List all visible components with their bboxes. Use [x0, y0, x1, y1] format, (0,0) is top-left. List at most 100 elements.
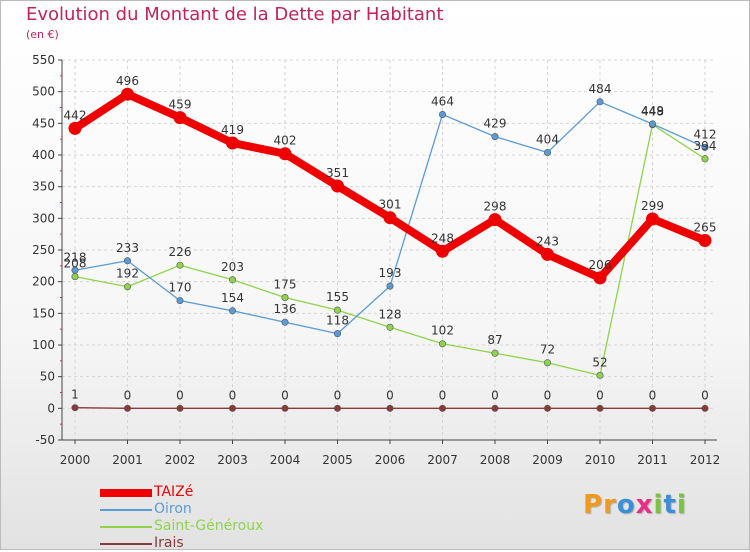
x-tick-label: 2012	[690, 453, 721, 467]
legend-item: Irais	[100, 535, 263, 552]
data-point	[121, 87, 134, 101]
data-point	[596, 371, 604, 379]
data-label: 442	[64, 108, 87, 122]
data-point	[383, 211, 397, 225]
chart-title: Evolution du Montant de la Dette par Hab…	[26, 4, 444, 25]
data-point	[333, 404, 341, 412]
y-tick-label: 100	[32, 338, 55, 352]
x-tick-label: 2010	[585, 453, 616, 467]
grid	[62, 59, 713, 441]
logo-letter: i	[676, 490, 687, 520]
data-label: 298	[484, 200, 507, 214]
legend-swatch	[100, 525, 152, 528]
data-point	[333, 330, 341, 338]
data-label: 429	[484, 117, 507, 131]
y-tick-label: 550	[32, 53, 55, 67]
data-label: 154	[221, 291, 244, 305]
data-point	[71, 273, 79, 281]
data-point	[333, 306, 341, 314]
data-label: 351	[326, 166, 349, 180]
data-point	[543, 404, 551, 412]
data-point	[491, 133, 499, 141]
data-label: 233	[116, 241, 139, 255]
data-label: 1	[71, 388, 79, 402]
data-label: 0	[124, 388, 132, 402]
data-label: 0	[491, 388, 499, 402]
data-point	[176, 261, 184, 269]
data-label: 404	[536, 132, 559, 146]
data-label: 0	[544, 388, 552, 402]
data-label: 265	[694, 221, 717, 235]
data-label: 203	[221, 260, 244, 274]
data-label: 136	[274, 302, 297, 316]
data-label: 192	[116, 267, 139, 281]
logo-letter: i	[653, 490, 664, 520]
x-tick-label: 2004	[270, 453, 301, 467]
data-label: 0	[701, 388, 709, 402]
data-label: 248	[431, 231, 454, 245]
y-tick-label: 150	[32, 306, 55, 320]
data-point	[698, 234, 712, 247]
legend-swatch	[100, 508, 152, 511]
data-point	[646, 212, 659, 226]
legend: TAIZé Oiron Saint-Généroux Irais	[100, 484, 263, 552]
data-label: 299	[641, 199, 664, 213]
data-point	[71, 266, 79, 274]
data-label: 0	[439, 388, 447, 402]
data-label: 0	[281, 388, 289, 402]
data-label: 0	[334, 388, 342, 402]
data-point	[229, 404, 237, 412]
data-label: 459	[169, 98, 192, 112]
data-point	[488, 213, 502, 227]
data-point	[438, 110, 446, 118]
data-label: 0	[649, 388, 657, 402]
y-tick-label: 50	[40, 370, 55, 384]
data-point	[596, 98, 604, 106]
y-tick-label: -50	[35, 433, 55, 447]
x-tick-label: 2008	[480, 453, 511, 467]
legend-swatch	[100, 542, 152, 545]
data-point	[541, 247, 554, 261]
proxiti-logo: Proxiti	[583, 490, 687, 520]
x-tick-label: 2001	[112, 453, 143, 467]
data-point	[124, 257, 132, 265]
data-label: 419	[221, 123, 244, 137]
x-tick-label: 2003	[217, 453, 248, 467]
data-label: 484	[589, 82, 612, 96]
data-label: 496	[116, 74, 139, 88]
legend-swatch	[100, 488, 152, 497]
data-point	[331, 179, 344, 193]
data-label: 448	[641, 105, 664, 119]
data-point	[491, 404, 499, 412]
data-label: 243	[536, 234, 559, 248]
data-point	[71, 404, 79, 412]
data-label: 0	[386, 388, 394, 402]
legend-label: TAIZé	[154, 484, 194, 500]
data-point	[438, 404, 446, 412]
data-label: 206	[589, 258, 612, 272]
x-tick-label: 2011	[637, 453, 668, 467]
data-point	[124, 404, 132, 412]
data-point	[701, 155, 709, 163]
x-tick-label: 2005	[322, 453, 353, 467]
data-label: 0	[229, 388, 237, 402]
logo-letter: r	[603, 490, 617, 520]
data-point	[491, 349, 499, 357]
data-point	[436, 244, 449, 258]
data-point	[229, 307, 237, 315]
data-point	[543, 359, 551, 367]
data-point	[593, 271, 607, 285]
data-label: 72	[540, 343, 555, 357]
data-label: 0	[176, 388, 184, 402]
data-label: 193	[379, 266, 402, 280]
data-point	[648, 404, 656, 412]
logo-letter: x	[635, 490, 654, 520]
data-point	[229, 276, 237, 284]
legend-item: Oiron	[100, 501, 263, 518]
data-label: 226	[169, 245, 192, 259]
data-label: 118	[326, 314, 349, 328]
data-point	[281, 293, 289, 301]
x-tick-label: 2007	[427, 453, 458, 467]
data-label: 449	[641, 104, 664, 118]
